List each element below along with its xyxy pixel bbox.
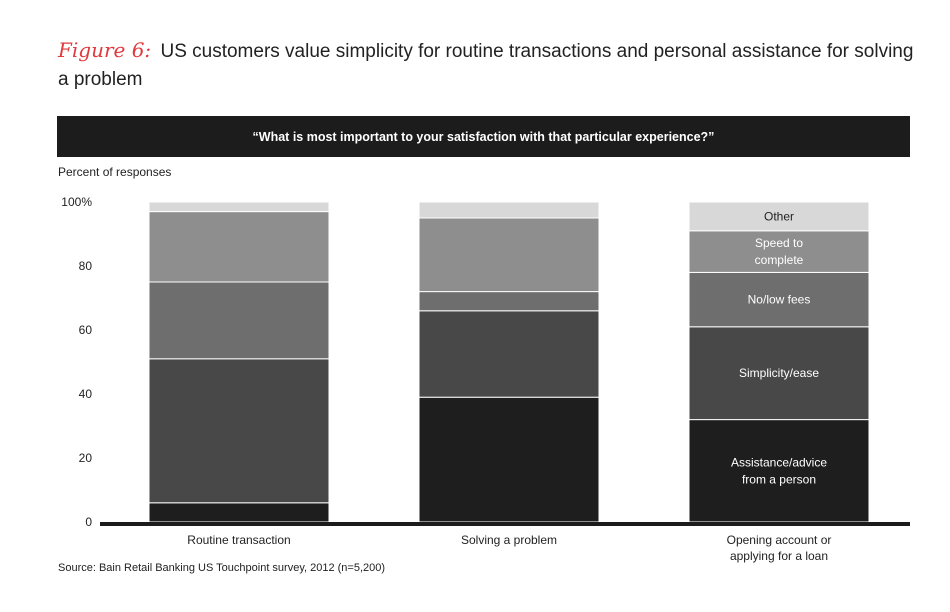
y-tick-label: 40	[79, 387, 93, 401]
figure-title: Figure 6: US customers value simplicity …	[58, 36, 918, 94]
segment-label: from a person	[742, 472, 816, 486]
bar-segment	[418, 396, 600, 523]
bar-segment	[148, 211, 330, 283]
bar-segment	[148, 502, 330, 523]
category-label: Solving a problem	[461, 533, 557, 547]
y-tick-label: 80	[79, 259, 93, 273]
y-tick-label: 0	[85, 515, 92, 529]
figure-label: Figure 6:	[58, 38, 152, 62]
category-label: Routine transaction	[187, 533, 290, 547]
source-note: Source: Bain Retail Banking US Touchpoin…	[58, 562, 386, 574]
figure-title-text: US customers value simplicity for routin…	[58, 41, 914, 90]
bar-segment	[148, 358, 330, 504]
category-label: applying for a loan	[730, 549, 828, 563]
segment-label: Other	[764, 209, 794, 223]
y-tick-label: 60	[79, 323, 93, 337]
bar-segment	[418, 291, 600, 312]
question-banner: “What is most important to your satisfac…	[57, 116, 910, 157]
bar-segment	[418, 217, 600, 293]
segment-label: Speed to	[755, 236, 803, 250]
y-tick-label: 100%	[61, 195, 92, 209]
bar-segment	[688, 230, 870, 273]
bar-segment	[688, 201, 870, 232]
bar-segment	[688, 419, 870, 523]
segment-label: No/low fees	[748, 293, 811, 307]
question-text: “What is most important to your satisfac…	[252, 129, 715, 144]
bar-segment	[688, 326, 870, 421]
bar-segment	[418, 310, 600, 398]
y-axis-title: Percent of responses	[58, 165, 171, 179]
segment-label: Simplicity/ease	[739, 366, 819, 380]
segment-label: complete	[755, 253, 804, 267]
bar-segment	[148, 281, 330, 360]
bar-segment	[148, 201, 330, 213]
category-label: Opening account or	[727, 533, 832, 547]
y-tick-label: 20	[79, 451, 93, 465]
bar-segment	[418, 201, 600, 219]
bar-segment	[688, 271, 870, 328]
x-axis-baseline	[100, 522, 910, 526]
segment-label: Assistance/advice	[731, 455, 827, 469]
